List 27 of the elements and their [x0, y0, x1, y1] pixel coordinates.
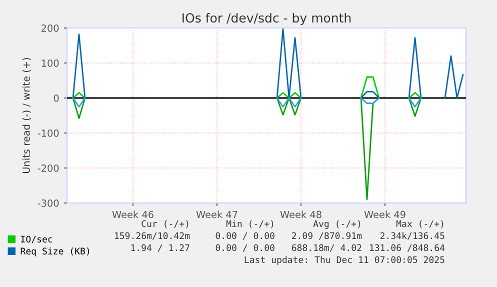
y-tick-label: -200 — [38, 164, 59, 172]
legend-label: Req Size (KB) — [20, 248, 90, 256]
x-tick-label: Week 46 — [112, 210, 154, 218]
y-tick-label: -100 — [38, 129, 59, 137]
text: Last update: Thu Dec 11 07:00:05 2025 — [244, 256, 444, 265]
text: Cur (-/+) — [142, 220, 188, 228]
y-tick-label: 100 — [42, 59, 59, 67]
legend-label: IO/sec — [21, 236, 52, 244]
text: Max (-/+) — [396, 220, 444, 228]
y-tick-label: -300 — [38, 199, 59, 207]
text: 2.34k/136.45 — [380, 232, 444, 240]
text: Avg (-/+) — [313, 220, 360, 229]
text: 1.94 / 1.27 — [131, 244, 190, 252]
x-tick-label: Week 48 — [280, 210, 322, 218]
x-tick-label: Week 47 — [196, 210, 238, 218]
y-tick-label: 200 — [42, 24, 59, 32]
text: 2.09 /870.91m — [292, 232, 362, 240]
y-tick-label: 0 — [54, 94, 59, 102]
text: 0.00 / 0.00 — [216, 232, 274, 240]
x-tick-label: Week 49 — [364, 210, 406, 218]
chart-title: IOs for /dev/sdc - by month — [182, 12, 351, 26]
text: 159.26m/10.42m — [114, 232, 190, 240]
text: Min (-/+) — [226, 220, 274, 228]
text: 131.06 /848.64 — [370, 244, 445, 252]
text: 688.18m/ 4.02 — [292, 244, 362, 252]
y-axis-title: Units read (-) / write (+) — [22, 58, 31, 174]
text: 0.00 / 0.00 — [216, 244, 274, 252]
